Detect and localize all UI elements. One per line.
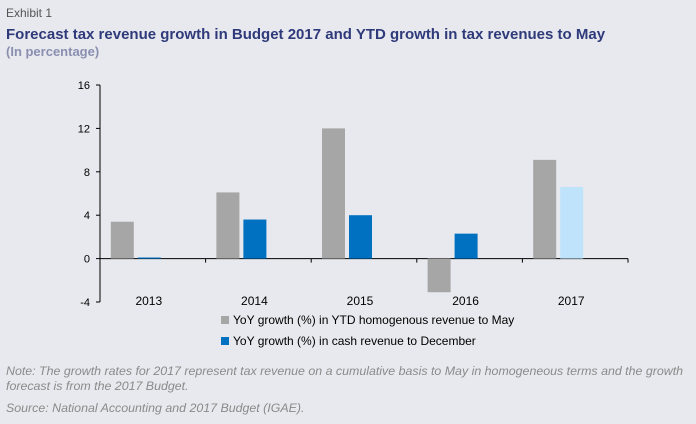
legend-swatch — [221, 316, 229, 324]
chart-legend: YoY growth (%) in YTD homogenous revenue… — [221, 313, 514, 348]
chart-subtitle: (In percentage) — [6, 44, 100, 59]
x-tick-label: 2014 — [241, 294, 268, 308]
bar-ytd-2017 — [533, 159, 557, 259]
bar-cash-2014 — [243, 219, 267, 259]
chart-note: Note: The growth rates for 2017 represen… — [6, 364, 684, 393]
legend-swatch — [221, 337, 229, 345]
chart-bars — [110, 128, 584, 293]
y-tick-label: 0 — [84, 254, 90, 266]
y-tick-label: 8 — [84, 167, 90, 179]
y-tick-label: 4 — [84, 210, 90, 222]
bar-ytd-2015 — [322, 128, 345, 259]
bar-cash-2016 — [454, 233, 478, 259]
legend-label: YoY growth (%) in YTD homogenous revenue… — [233, 313, 514, 327]
exhibit-label: Exhibit 1 — [6, 6, 53, 20]
bar-chart: 16 12 8 4 0 -4 2013 2014 2015 2016 2017 YoY growt… — [78, 80, 629, 348]
legend-label: YoY growth (%) in cash revenue to Decemb… — [233, 334, 476, 348]
y-tick-label: 16 — [78, 80, 90, 92]
chart-source: Source: National Accounting and 2017 Bud… — [6, 401, 305, 415]
chart-title: Forecast tax revenue growth in Budget 20… — [6, 26, 606, 43]
x-tick-label: 2017 — [558, 294, 585, 308]
x-tick-label: 2013 — [135, 294, 162, 308]
bar-ytd-2016 — [427, 258, 451, 293]
bar-cash-2013 — [137, 257, 161, 259]
bar-cash-2015 — [349, 215, 372, 259]
x-tick-labels: 2013 2014 2015 2016 2017 — [135, 294, 584, 308]
x-tick-label: 2015 — [347, 294, 374, 308]
bar-cash-2017 — [560, 186, 584, 259]
y-tick-label: 12 — [78, 123, 90, 135]
bar-ytd-2013 — [110, 221, 134, 259]
y-tick-labels: 16 12 8 4 0 -4 — [78, 80, 90, 309]
x-tick-label: 2016 — [452, 294, 479, 308]
bar-ytd-2014 — [216, 192, 240, 259]
y-tick-label: -4 — [80, 297, 90, 309]
